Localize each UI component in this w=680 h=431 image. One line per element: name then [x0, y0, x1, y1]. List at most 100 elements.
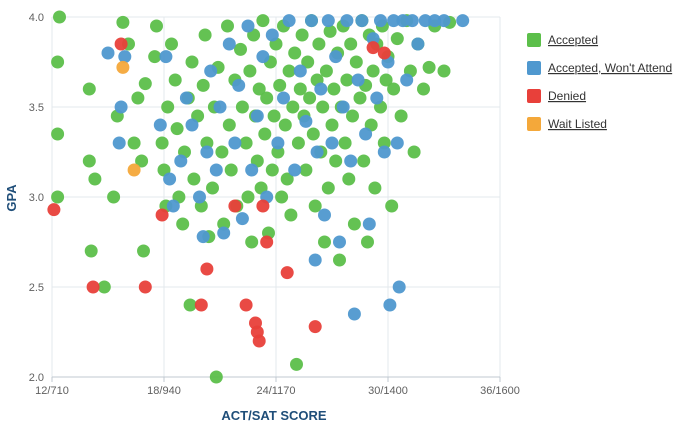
point-accepted — [51, 190, 65, 204]
x-tick-label: 30/1400 — [368, 385, 408, 397]
point-denied — [47, 203, 61, 217]
point-accepted-won-t-attend — [228, 136, 242, 150]
axes — [51, 376, 501, 382]
point-denied — [256, 199, 270, 213]
point-accepted-won-t-attend — [196, 230, 210, 244]
point-accepted-won-t-attend — [222, 37, 236, 51]
legend-item-accepted[interactable]: Accepted — [548, 33, 598, 47]
point-accepted — [161, 100, 175, 114]
point-accepted — [252, 82, 266, 96]
point-accepted — [284, 208, 298, 222]
point-accepted — [344, 37, 358, 51]
point-accepted-won-t-attend — [159, 50, 173, 64]
point-accepted — [116, 15, 130, 29]
point-accepted — [308, 199, 322, 213]
point-accepted — [312, 37, 326, 51]
point-accepted — [379, 73, 393, 87]
point-accepted-won-t-attend — [232, 78, 246, 92]
point-accepted-won-t-attend — [174, 154, 188, 168]
legend-swatch-accepted-won-t-attend — [527, 61, 541, 75]
x-tick-label: 36/1600 — [480, 385, 520, 397]
point-accepted — [368, 181, 382, 195]
point-accepted-won-t-attend — [250, 109, 264, 123]
point-accepted — [318, 235, 331, 249]
legend-item-wait-listed[interactable]: Wait Listed — [548, 117, 607, 131]
point-accepted — [295, 28, 309, 42]
point-accepted — [301, 55, 315, 69]
point-accepted — [271, 145, 285, 159]
point-accepted — [183, 298, 197, 312]
point-accepted-won-t-attend — [437, 14, 451, 28]
point-accepted-won-t-attend — [112, 136, 126, 150]
legend-item-accepted-won-t-attend[interactable]: Accepted, Won't Attend — [548, 61, 672, 75]
point-accepted-won-t-attend — [321, 14, 335, 28]
legend-swatch-wait-listed — [527, 117, 541, 131]
point-accepted — [390, 32, 404, 46]
point-accepted-won-t-attend — [383, 298, 397, 312]
point-denied — [280, 266, 294, 280]
point-accepted — [241, 190, 255, 204]
point-accepted — [347, 217, 361, 231]
y-tick-label: 2.0 — [29, 372, 44, 384]
point-accepted — [273, 78, 287, 92]
point-accepted — [417, 82, 430, 96]
point-accepted-won-t-attend — [101, 46, 115, 60]
point-accepted — [258, 127, 272, 141]
point-accepted-won-t-attend — [370, 91, 384, 105]
point-accepted — [387, 82, 401, 96]
point-accepted-won-t-attend — [428, 14, 442, 28]
point-accepted-won-t-attend — [374, 14, 387, 28]
point-accepted — [198, 28, 212, 42]
x-tick-label: 12/710 — [35, 385, 69, 397]
point-accepted — [84, 244, 98, 258]
point-accepted-won-t-attend — [282, 14, 296, 28]
x-axis-title: ACT/SAT SCORE — [221, 408, 327, 423]
legend-swatch-accepted — [527, 33, 541, 47]
point-accepted-won-t-attend — [456, 14, 470, 28]
point-accepted — [215, 145, 229, 159]
point-accepted-won-t-attend — [400, 73, 414, 87]
data-points — [47, 10, 470, 384]
point-accepted — [361, 235, 374, 249]
point-accepted — [357, 154, 371, 168]
point-wait-listed — [116, 60, 130, 74]
point-accepted — [206, 181, 219, 195]
point-accepted-won-t-attend — [333, 235, 346, 249]
point-accepted-won-t-attend — [271, 136, 285, 150]
point-accepted-won-t-attend — [179, 91, 193, 105]
point-accepted-won-t-attend — [245, 163, 259, 177]
point-accepted — [286, 100, 300, 114]
point-accepted — [437, 64, 451, 78]
legend-item-denied[interactable]: Denied — [548, 89, 586, 103]
point-accepted — [82, 154, 96, 168]
point-accepted — [288, 46, 302, 60]
point-accepted — [221, 19, 234, 33]
point-accepted-won-t-attend — [204, 64, 218, 78]
point-accepted — [342, 172, 356, 186]
point-accepted — [235, 100, 249, 114]
point-accepted — [209, 370, 223, 384]
point-accepted-won-t-attend — [314, 82, 328, 96]
point-accepted-won-t-attend — [288, 163, 302, 177]
y-tick-label: 3.0 — [29, 192, 44, 204]
point-accepted-won-t-attend — [166, 199, 180, 213]
point-accepted-won-t-attend — [153, 118, 167, 132]
point-accepted — [245, 235, 259, 249]
point-accepted — [265, 163, 279, 177]
point-accepted — [366, 64, 380, 78]
point-accepted — [155, 136, 169, 150]
point-accepted-won-t-attend — [185, 118, 199, 132]
point-accepted — [275, 190, 289, 204]
point-accepted-won-t-attend — [396, 14, 410, 28]
point-accepted-won-t-attend — [256, 50, 270, 64]
point-accepted — [291, 136, 305, 150]
point-accepted — [377, 136, 391, 150]
point-accepted-won-t-attend — [213, 100, 227, 114]
point-accepted — [422, 60, 436, 74]
point-accepted — [217, 217, 231, 231]
point-accepted — [97, 280, 111, 294]
point-accepted — [165, 37, 178, 51]
point-accepted-won-t-attend — [114, 100, 128, 114]
point-accepted — [303, 91, 317, 105]
point-accepted — [327, 82, 341, 96]
